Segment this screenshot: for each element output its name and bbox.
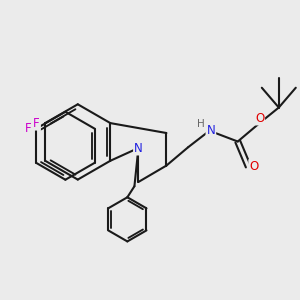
Text: H: H (196, 119, 204, 129)
Text: F: F (33, 117, 40, 130)
Text: F: F (25, 122, 32, 135)
Text: O: O (249, 160, 259, 173)
Text: N: N (134, 142, 143, 154)
Text: N: N (206, 124, 215, 137)
Text: O: O (255, 112, 264, 124)
